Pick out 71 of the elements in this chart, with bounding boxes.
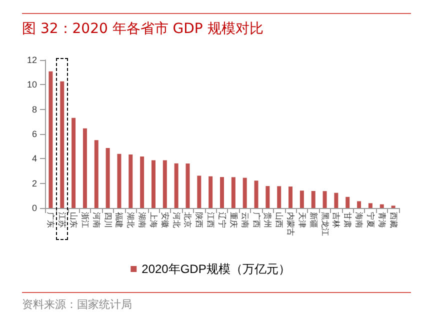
x-tick-label: 甘肃 xyxy=(343,212,352,228)
x-tick-label: 重庆 xyxy=(228,212,238,228)
x-tick-label: 安徽 xyxy=(160,212,170,228)
legend-label: 2020年GDP规模（万亿元） xyxy=(142,262,290,276)
x-tick-label: 贵州 xyxy=(263,212,272,228)
x-tick-label: 宁夏 xyxy=(366,212,375,228)
bar xyxy=(197,176,202,208)
bar xyxy=(368,203,372,208)
bar xyxy=(174,163,178,208)
y-tick-label: 8 xyxy=(32,104,37,114)
bar xyxy=(311,190,316,208)
bar xyxy=(186,163,190,208)
x-tick-label: 广西 xyxy=(252,212,261,228)
y-tick-label: 0 xyxy=(32,203,37,213)
x-tick-label: 北京 xyxy=(183,212,192,228)
x-tick-label: 江西 xyxy=(206,212,216,228)
bar xyxy=(60,81,64,208)
bar xyxy=(106,148,110,208)
y-tick-label: 12 xyxy=(26,55,37,65)
x-tick-label: 天津 xyxy=(297,212,306,228)
y-tick-label: 4 xyxy=(32,154,37,164)
bar xyxy=(140,156,144,208)
text: 资料来源：国家统计局 xyxy=(22,292,411,312)
x-tick-label: 广东 xyxy=(46,212,56,228)
x-tick-label: 山西 xyxy=(274,212,284,228)
bar xyxy=(277,186,282,208)
x-tick-label: 云南 xyxy=(240,212,250,228)
x-tick-label: 湖北 xyxy=(126,212,136,228)
y-tick-label: 6 xyxy=(32,129,37,139)
bar xyxy=(380,204,384,208)
bar xyxy=(82,128,87,208)
x-tick-label: 吉林 xyxy=(332,212,341,228)
bar xyxy=(300,190,304,208)
bar xyxy=(151,160,156,208)
x-tick-label: 海南 xyxy=(354,212,364,228)
bar xyxy=(72,118,76,208)
x-tick-label: 内蒙古 xyxy=(286,212,296,236)
x-tick-label: 河南 xyxy=(92,212,101,228)
x-tick-label: 河北 xyxy=(172,212,181,228)
bar xyxy=(346,196,350,208)
bar xyxy=(48,71,53,208)
bar xyxy=(128,154,133,208)
y-tick-label: 2 xyxy=(32,178,37,188)
chart-title: 图 32：2020 年各省市 GDP 规模对比 xyxy=(22,13,411,38)
x-tick-label: 江苏 xyxy=(58,212,67,228)
x-tick-label: 辽宁 xyxy=(218,212,226,228)
bar xyxy=(220,177,224,208)
bar xyxy=(288,186,293,208)
x-tick-label: 福建 xyxy=(114,212,124,228)
x-tick-label: 上海 xyxy=(148,212,158,228)
x-tick-label: 浙江 xyxy=(80,212,90,228)
x-tick-label: 四川 xyxy=(103,212,112,228)
x-tick-label: 湖南 xyxy=(138,212,147,228)
x-tick-label: 陕西 xyxy=(194,212,204,228)
bar xyxy=(254,180,258,208)
bar xyxy=(162,160,167,208)
x-tick-label: 青海 xyxy=(377,212,386,228)
x-tick-label: 山东 xyxy=(69,212,78,228)
bar xyxy=(334,192,338,208)
bar xyxy=(357,201,362,208)
bar xyxy=(208,176,213,208)
y-tick-label: 10 xyxy=(26,80,37,90)
bar xyxy=(94,140,98,208)
x-tick-label: 黑龙江 xyxy=(320,212,330,236)
bar xyxy=(322,191,327,208)
x-tick-label: 新疆 xyxy=(308,212,318,228)
bar xyxy=(266,186,270,208)
bar xyxy=(242,178,247,208)
x-tick-label: 西藏 xyxy=(388,212,398,228)
bar xyxy=(117,154,122,208)
bar xyxy=(231,177,236,208)
